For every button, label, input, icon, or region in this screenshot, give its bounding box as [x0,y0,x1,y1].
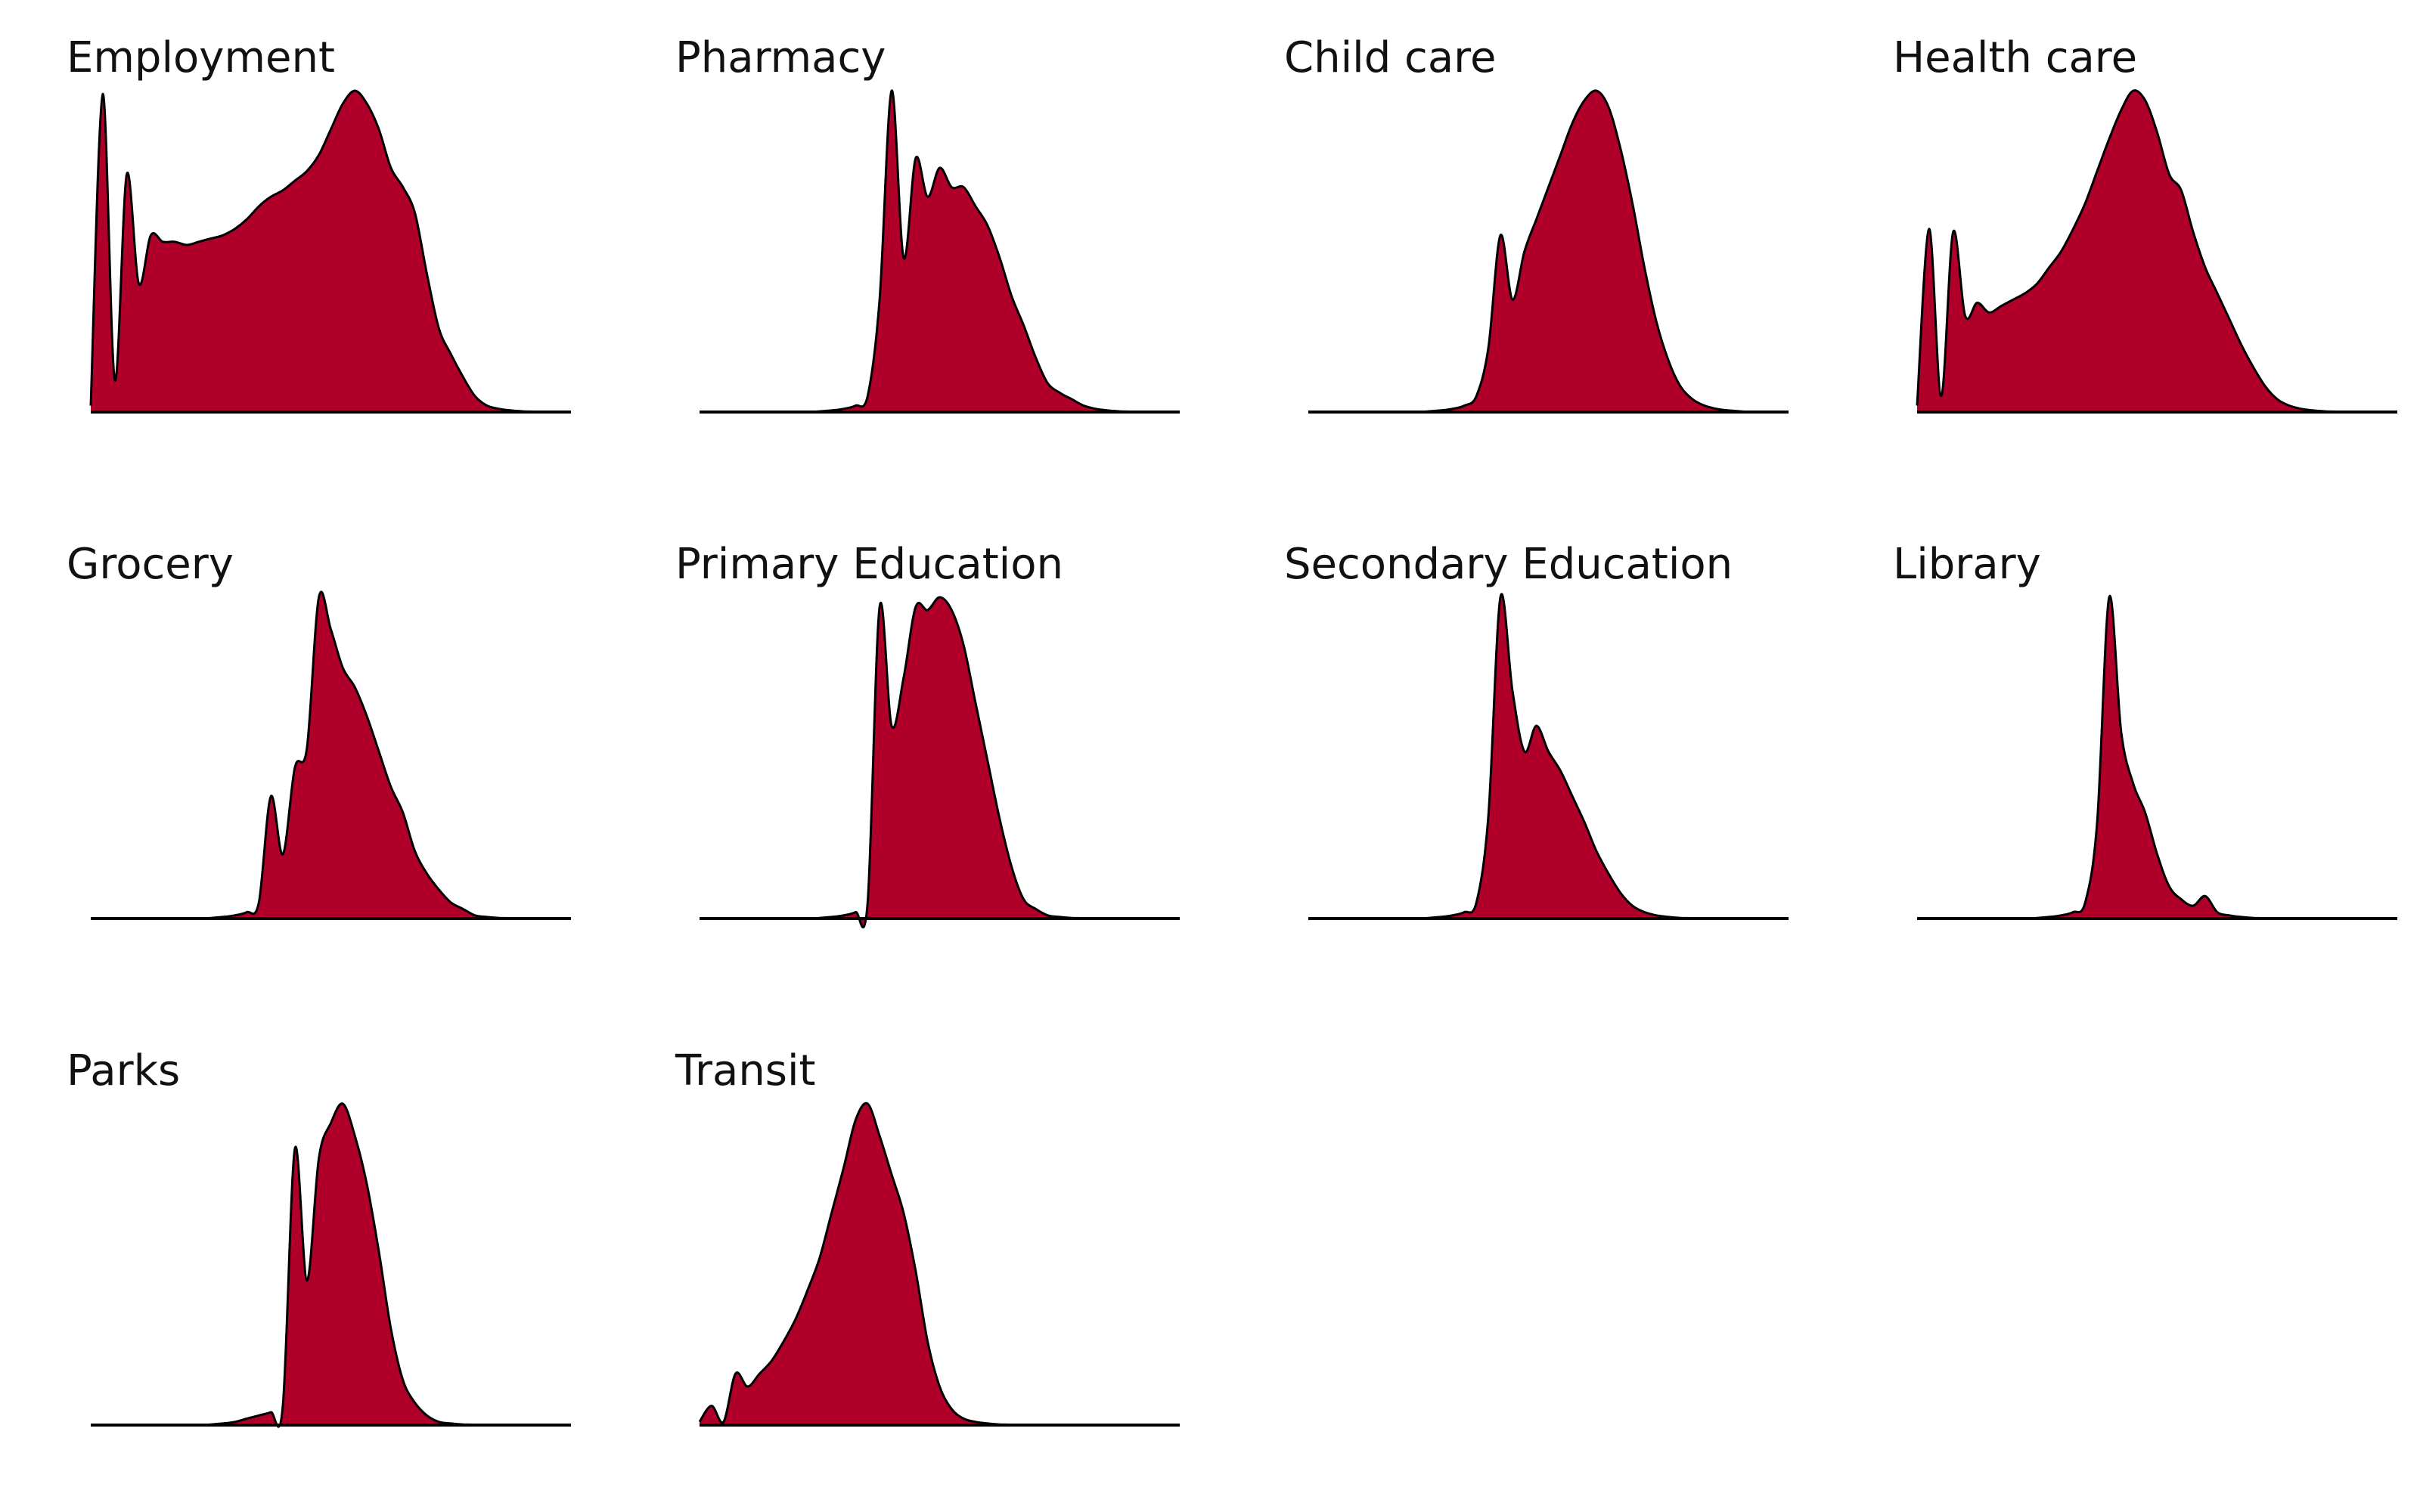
panel-9: Transit [675,1046,1181,1427]
density-area [1308,90,1789,413]
panel-1: Pharmacy [675,33,1180,414]
density-area [91,591,571,919]
density-area [1917,90,2397,413]
panel-title: Employment [67,33,335,82]
density-area [1308,593,1789,919]
density-area [700,597,1180,928]
panel-6: Secondary Education [1284,540,1789,920]
panel-7: Library [1893,540,2397,920]
panel-title: Child care [1284,33,1496,82]
panel-4: Grocery [67,540,571,920]
density-line [1916,89,2397,414]
panel-title: Primary Education [675,540,1063,589]
density-area [700,90,1180,413]
panel-title: Pharmacy [675,33,886,82]
panel-5: Primary Education [675,540,1180,928]
panel-3: Health care [1893,33,2397,414]
panel-title: Health care [1893,33,2137,82]
panel-0: Employment [67,33,571,414]
panel-title: Parks [67,1046,180,1095]
panel-title: Grocery [67,540,234,589]
panel-title: Secondary Education [1284,540,1733,589]
density-line [89,89,571,414]
panel-2: Child care [1284,33,1789,414]
density-area [700,1103,1180,1426]
density-area [91,1103,571,1427]
density-area [1917,596,2397,919]
density-area [91,91,571,413]
panel-8: Parks [67,1046,572,1428]
panel-title: Library [1893,540,2041,589]
panel-title: Transit [675,1046,816,1095]
